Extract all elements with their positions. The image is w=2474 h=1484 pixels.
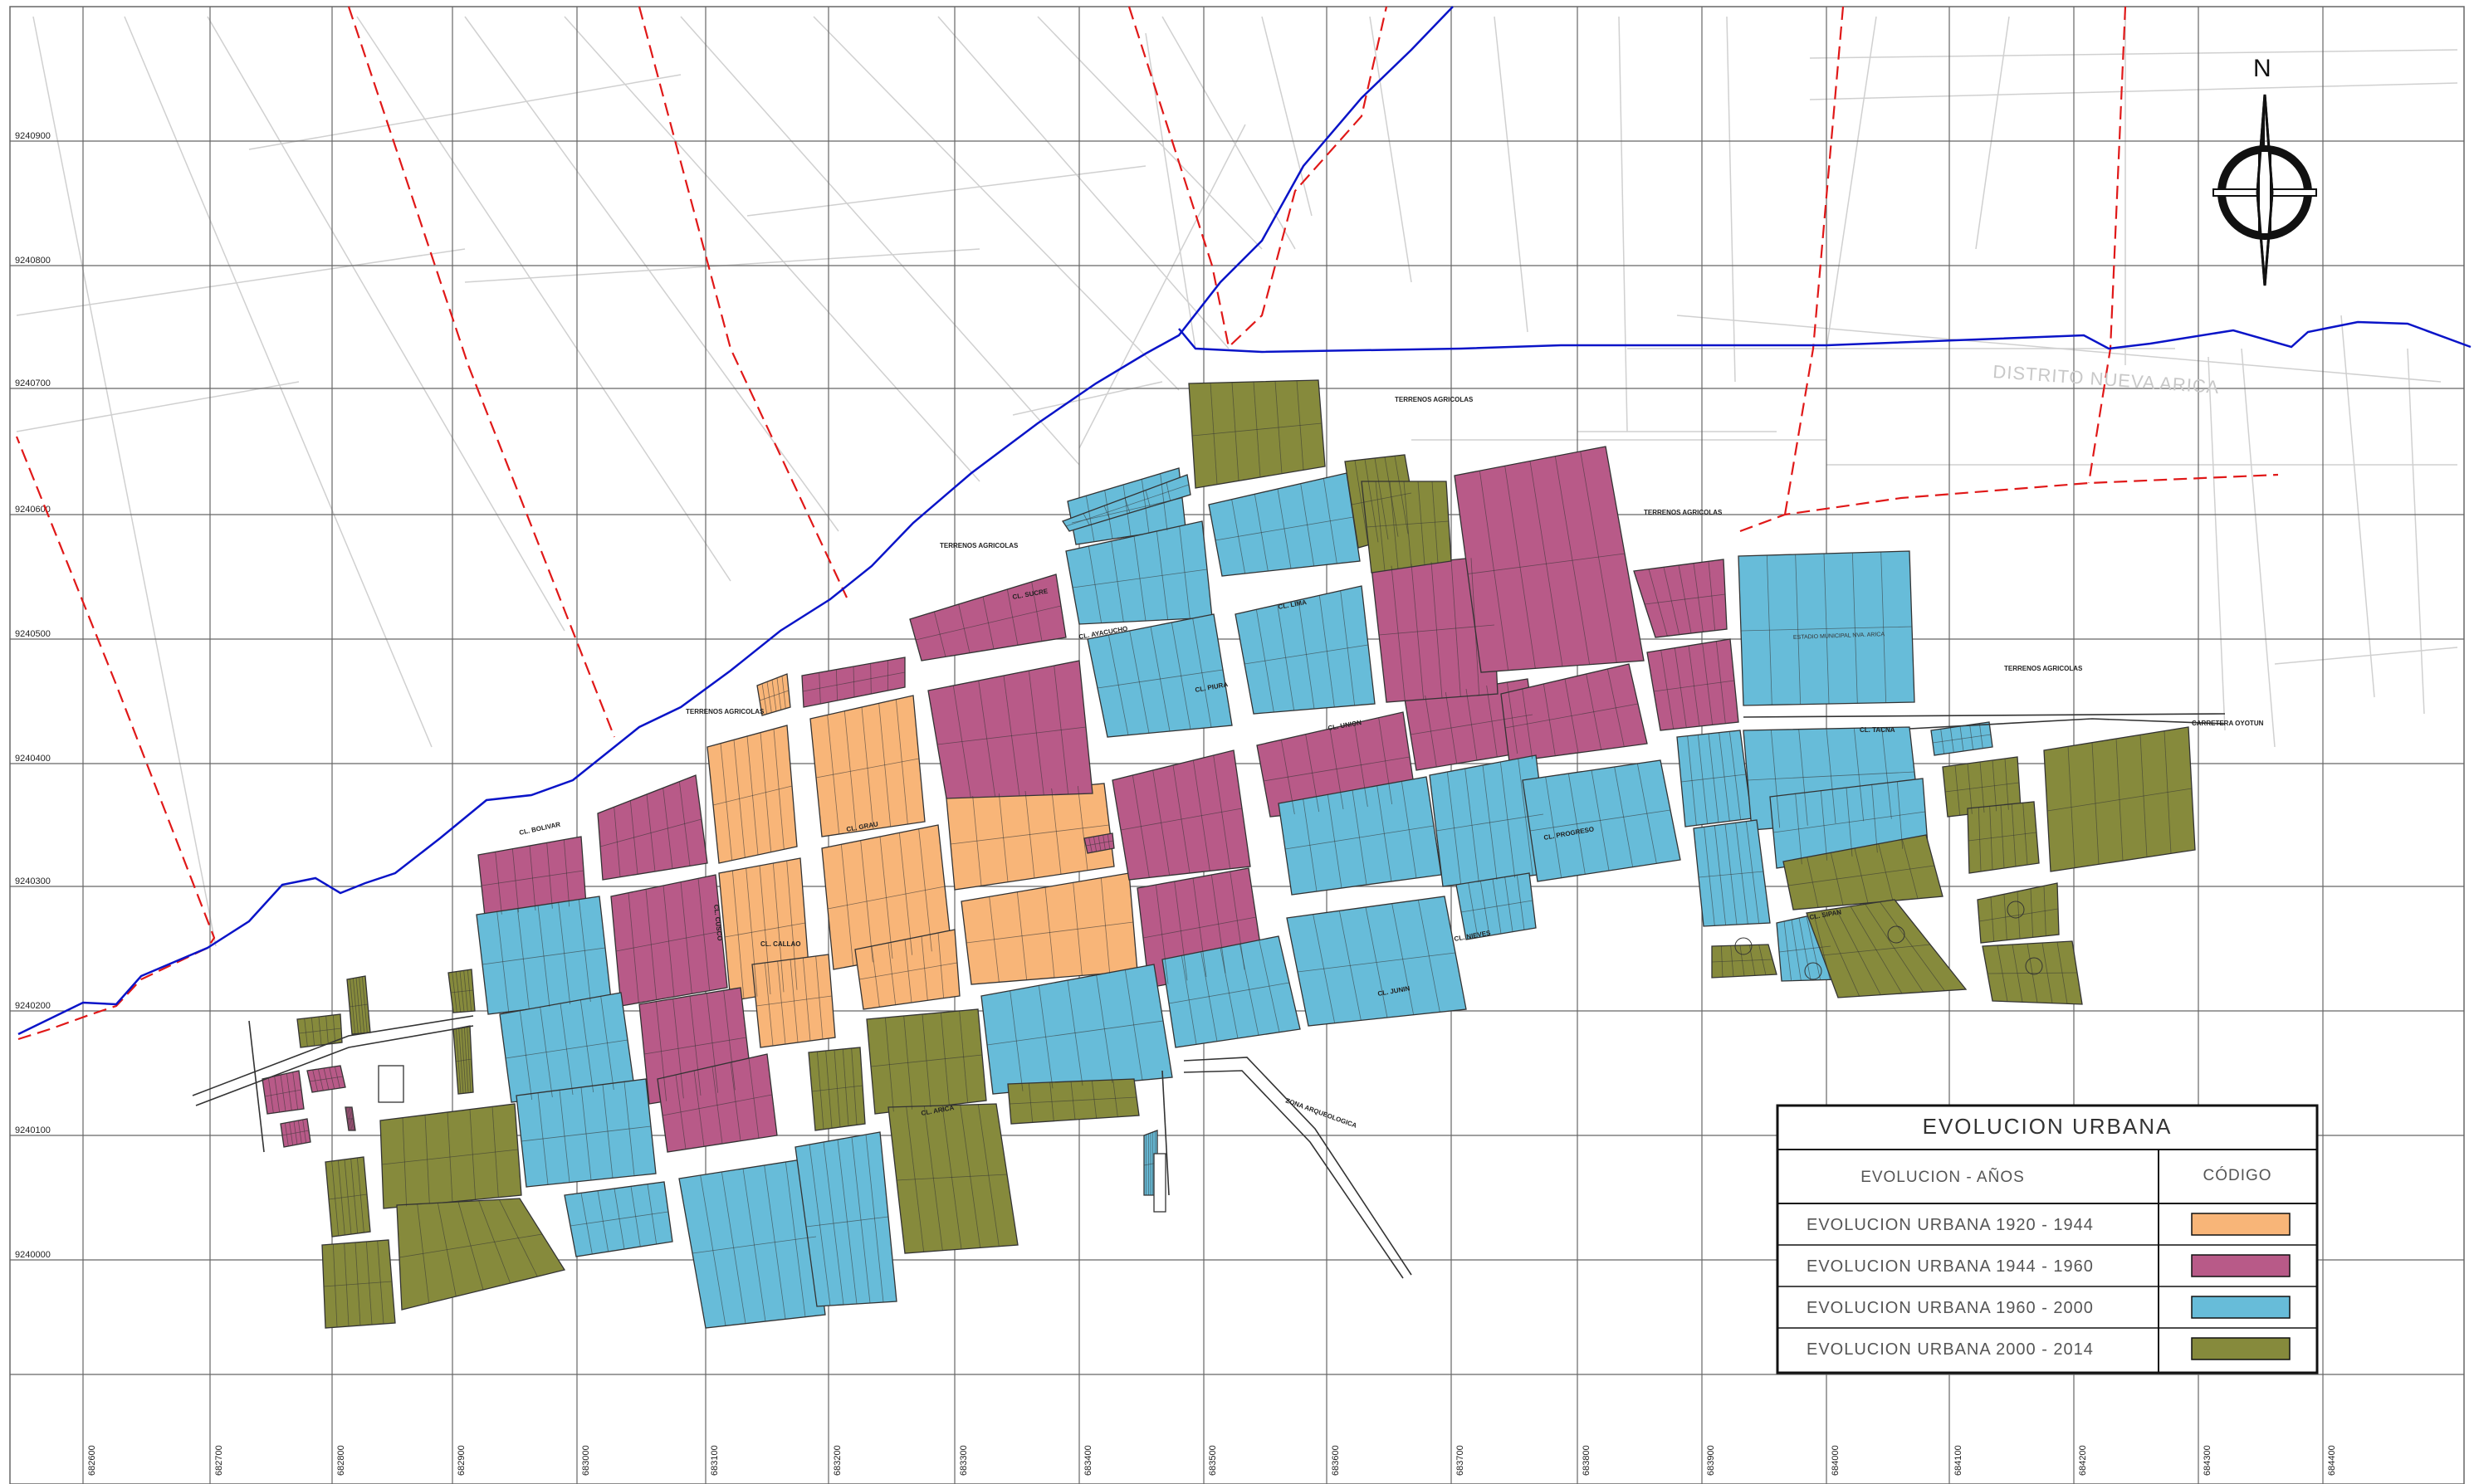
northing-label: 9240200 — [15, 1001, 51, 1011]
river — [17, 6, 2472, 1036]
easting-label: 682700 — [214, 1445, 224, 1476]
north-arrow-icon: N — [2212, 55, 2317, 286]
easting-label: 684100 — [1953, 1445, 1963, 1476]
easting-label: 683900 — [1706, 1445, 1716, 1476]
easting-label: 683400 — [1083, 1445, 1093, 1476]
north-label: N — [2253, 55, 2271, 82]
legend-row-label: EVOLUCION URBANA 2000 - 2014 — [1807, 1340, 2094, 1359]
street-label: TERRENOS AGRICOLAS — [2004, 665, 2083, 672]
legend-col-years: EVOLUCION - AÑOS — [1860, 1168, 2025, 1186]
legend-swatch — [2191, 1337, 2291, 1360]
easting-label: 684000 — [1831, 1445, 1841, 1476]
street-label: TERRENOS AGRICOLAS — [1644, 509, 1723, 516]
northing-label: 9240800 — [15, 256, 51, 266]
district-boundaries — [15, 6, 2279, 1041]
easting-label: 683000 — [581, 1445, 591, 1476]
legend: EVOLUCION URBANA EVOLUCION - AÑOS CÓDIGO… — [1776, 1104, 2319, 1374]
street-label: TERRENOS AGRICOLAS — [686, 708, 765, 715]
easting-label: 683700 — [1455, 1445, 1465, 1476]
road-label: CARRETERA OYOTUN — [2192, 720, 2264, 727]
easting-label: 683300 — [959, 1445, 969, 1476]
legend-row-label: EVOLUCION URBANA 1944 - 1960 — [1807, 1257, 2094, 1276]
street-label: TERRENOS AGRICOLAS — [1395, 396, 1474, 403]
legend-swatch — [2191, 1254, 2291, 1277]
legend-swatch — [2191, 1296, 2291, 1319]
easting-label: 684400 — [2327, 1445, 2337, 1476]
easting-label: 684200 — [2078, 1445, 2088, 1476]
legend-title: EVOLUCION URBANA — [1923, 1114, 2173, 1139]
legend-row-label: EVOLUCION URBANA 1960 - 2000 — [1807, 1299, 2094, 1317]
northing-label: 9240900 — [15, 131, 51, 141]
northing-label: 9240300 — [15, 876, 51, 886]
easting-label: 683500 — [1208, 1445, 1218, 1476]
street-label: TERRENOS AGRICOLAS — [940, 542, 1019, 549]
legend-row-label: EVOLUCION URBANA 1920 - 1944 — [1807, 1216, 2094, 1234]
easting-label: 683100 — [710, 1445, 720, 1476]
legend-swatch — [2191, 1213, 2291, 1236]
street-label: CL. CALLAO — [760, 940, 800, 948]
easting-label: 683800 — [1582, 1445, 1591, 1476]
roads — [192, 713, 2226, 1279]
legend-col-code: CÓDIGO — [2203, 1166, 2271, 1184]
urban-blocks — [262, 379, 2196, 1329]
northing-label: 9240700 — [15, 378, 51, 388]
easting-label: 682800 — [336, 1445, 346, 1476]
northing-label: 9240000 — [15, 1250, 51, 1260]
northing-label: 9240500 — [15, 629, 51, 639]
easting-label: 682600 — [87, 1445, 97, 1476]
street-label: CL. TACNA — [1860, 726, 1895, 734]
easting-label: 683200 — [833, 1445, 843, 1476]
stadium-label: ESTADIO MUNICIPAL NVA. ARICA — [1793, 632, 1885, 641]
northing-label: 9240400 — [15, 754, 51, 764]
northing-label: 9240600 — [15, 505, 51, 515]
northing-label: 9240100 — [15, 1125, 51, 1135]
easting-label: 684300 — [2203, 1445, 2212, 1476]
easting-label: 683600 — [1331, 1445, 1341, 1476]
easting-label: 682900 — [457, 1445, 467, 1476]
